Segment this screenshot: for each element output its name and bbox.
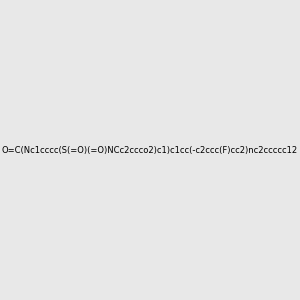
Text: O=C(Nc1cccc(S(=O)(=O)NCc2ccco2)c1)c1cc(-c2ccc(F)cc2)nc2ccccc12: O=C(Nc1cccc(S(=O)(=O)NCc2ccco2)c1)c1cc(-… <box>2 146 298 154</box>
